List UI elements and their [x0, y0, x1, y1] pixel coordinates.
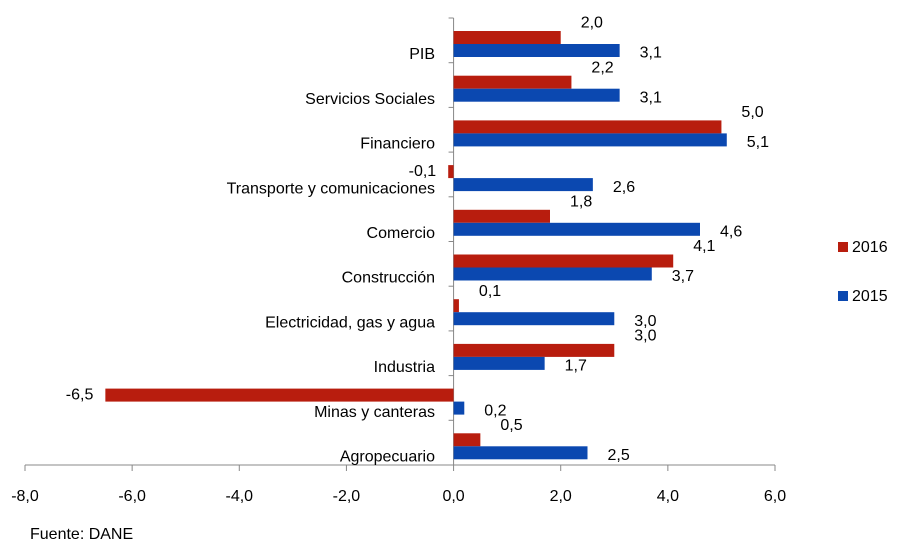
x-tick-label: -8,0	[11, 488, 39, 505]
value-label: -6,5	[66, 386, 94, 403]
value-label: 2,2	[591, 59, 613, 76]
bar	[453, 133, 727, 147]
bar	[453, 446, 588, 460]
value-label: 1,7	[565, 358, 587, 375]
bar	[453, 88, 620, 102]
bar	[453, 312, 615, 326]
bar	[453, 209, 550, 223]
bar	[448, 165, 454, 179]
x-tick-label: 0,0	[442, 488, 464, 505]
value-label: 2,5	[608, 447, 630, 464]
value-label: 2,6	[613, 179, 635, 196]
bar	[453, 254, 674, 268]
legend-label: 2016	[852, 239, 888, 256]
value-label: 2,0	[581, 15, 603, 32]
value-label: -0,1	[409, 163, 437, 180]
bar	[453, 433, 481, 447]
category-label: Agropecuario	[340, 449, 435, 466]
value-label: 4,1	[693, 238, 715, 255]
value-label: 3,7	[672, 268, 694, 285]
legend-swatch	[838, 242, 848, 252]
category-label: Servicios Sociales	[305, 91, 435, 108]
bar	[453, 401, 465, 415]
category-label: Comercio	[367, 225, 436, 242]
bar	[453, 343, 615, 357]
value-label: 5,1	[747, 134, 769, 151]
bar	[453, 44, 620, 57]
category-label: Construcción	[342, 270, 435, 287]
value-label: 0,1	[479, 283, 501, 300]
bar	[105, 388, 454, 402]
legend-swatch	[838, 291, 848, 301]
x-tick-label: 6,0	[764, 488, 786, 505]
x-tick-label: -2,0	[333, 488, 361, 505]
category-label: Transporte y comunicaciones	[227, 180, 435, 197]
bar	[453, 222, 700, 236]
value-label: 1,8	[570, 194, 592, 211]
x-tick-label: 2,0	[550, 488, 572, 505]
legend-label: 2015	[852, 288, 888, 305]
x-tick-label: -6,0	[118, 488, 146, 505]
x-tick-label: -4,0	[225, 488, 253, 505]
x-tick-label: 4,0	[657, 488, 679, 505]
category-label: Financiero	[360, 136, 435, 153]
value-label: 3,0	[634, 328, 656, 345]
source-note: Fuente: DANE	[30, 526, 133, 542]
category-label: Minas y canteras	[314, 404, 435, 421]
bar	[453, 75, 572, 89]
value-label: 0,5	[500, 417, 522, 434]
bar	[453, 267, 652, 281]
value-label: 0,2	[484, 402, 506, 419]
value-label: 4,6	[720, 224, 742, 241]
value-label: 3,1	[640, 45, 662, 62]
category-label: Electricidad, gas y agua	[265, 314, 435, 331]
category-label: PIB	[409, 46, 435, 63]
value-label: 3,1	[640, 89, 662, 106]
bar	[453, 120, 722, 134]
category-label: Industria	[374, 359, 435, 376]
bar	[453, 356, 545, 370]
value-label: 3,0	[634, 313, 656, 330]
bar	[453, 31, 561, 44]
value-label: 5,0	[741, 104, 763, 121]
bar	[453, 299, 459, 313]
bar	[453, 178, 593, 192]
